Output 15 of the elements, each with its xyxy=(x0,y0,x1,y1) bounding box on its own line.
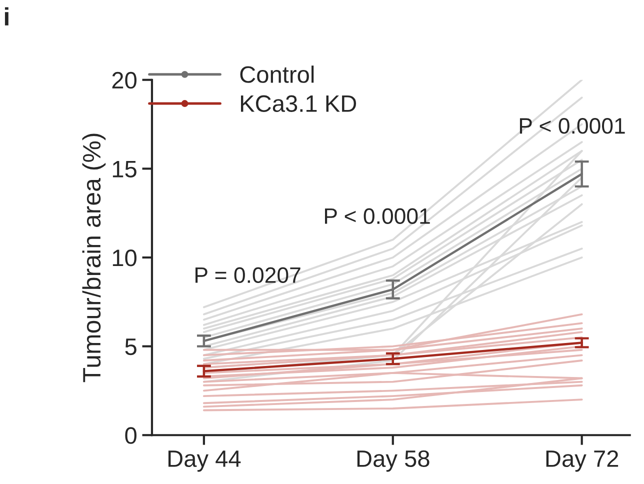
text: i xyxy=(4,7,8,26)
y-tick-label: 0 xyxy=(125,427,136,444)
x-tick-label: Day 44 xyxy=(168,450,241,472)
x-tick-label: Day 72 xyxy=(546,450,618,472)
annotation: P < 0.0001 xyxy=(325,208,430,224)
y-axis-title: Tumour/brain area (%) xyxy=(82,134,106,382)
legend-label: Control xyxy=(240,66,314,83)
y-tick-label: 10 xyxy=(112,250,136,266)
x-tick-label: Day 58 xyxy=(357,450,430,472)
annotation: P = 0.0207 xyxy=(196,267,300,283)
annotation: P < 0.0001 xyxy=(520,118,625,134)
y-tick-label: 15 xyxy=(112,160,136,178)
y-tick-label: 5 xyxy=(125,338,136,356)
y-tick-label: 20 xyxy=(112,72,136,89)
legend-label: KCa3.1 KD xyxy=(241,95,356,112)
